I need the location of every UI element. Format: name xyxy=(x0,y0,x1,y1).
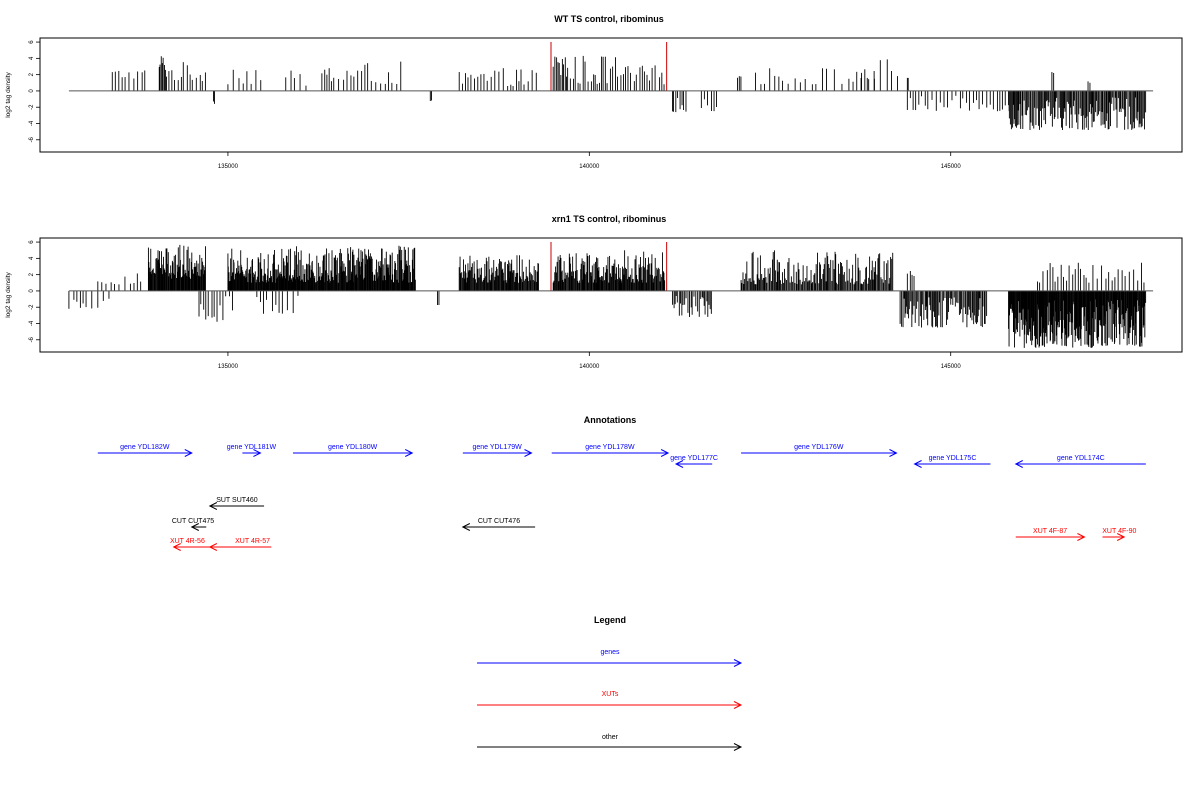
y-tick-label: -2 xyxy=(29,304,35,310)
arrow-head-icon xyxy=(184,449,193,457)
annotation-label: XUT 4R-56 xyxy=(170,538,205,545)
y-axis: -6 -4 -2 0 2 4 6 xyxy=(29,240,41,342)
arrow-head-icon xyxy=(208,502,218,510)
annotation-label: SUT SUT460 xyxy=(216,497,258,504)
wt-density-panel: WT TS control, ribominus log2 tag densit… xyxy=(5,14,1183,170)
annotation-feature: gene YDL175C xyxy=(913,455,991,468)
panel-title: WT TS control, ribominus xyxy=(554,14,664,24)
legend: Legend genes XUTs other xyxy=(477,615,743,751)
annotation-label: gene YDL180W xyxy=(328,444,378,451)
x-tick-label: 135000 xyxy=(218,364,239,370)
annotation-feature: gene YDL177C xyxy=(670,455,718,468)
y-tick-label: 0 xyxy=(29,89,35,93)
annotations-track: Annotations gene YDL182W gene YDL181W gene… xyxy=(97,415,1146,551)
arrow-head-icon xyxy=(405,449,414,457)
y-axis-label: log2 tag density xyxy=(5,271,12,317)
annotation-label: gene YDL181W xyxy=(227,444,277,451)
density-bars xyxy=(111,55,1147,131)
annotation-feature: SUT SUT460 xyxy=(208,497,265,510)
x-tick-label: 140000 xyxy=(579,164,600,170)
x-tick-label: 135000 xyxy=(218,164,239,170)
arrow-head-icon xyxy=(461,523,471,531)
legend-label: genes xyxy=(600,649,620,656)
annotation-feature: XUT 4F-90 xyxy=(1102,528,1136,541)
legend-item-other: other xyxy=(477,734,743,751)
annotation-label: gene YDL178W xyxy=(585,444,635,451)
annotation-label: CUT CUT476 xyxy=(478,518,520,525)
annotation-feature: XUT 4F-87 xyxy=(1015,528,1086,541)
legend-title: Legend xyxy=(594,615,626,625)
annotation-feature: CUT CUT475 xyxy=(172,518,214,531)
arrow-head-icon xyxy=(1077,533,1086,541)
annotation-label: gene YDL176W xyxy=(794,444,844,451)
arrow-head-icon xyxy=(733,743,743,751)
y-axis-label: log2 tag density xyxy=(5,71,12,117)
arrow-head-icon xyxy=(190,523,200,531)
arrow-head-icon xyxy=(1014,460,1023,468)
legend-item-genes: genes xyxy=(477,649,743,667)
annotation-label: XUT 4R-57 xyxy=(235,538,270,545)
annotation-feature: XUT 4R-56 xyxy=(170,538,218,551)
annotation-feature: gene YDL182W xyxy=(97,444,193,457)
y-tick-label: -4 xyxy=(29,320,35,326)
annotation-label: gene YDL174C xyxy=(1057,455,1105,462)
annotation-feature: XUT 4R-57 xyxy=(208,538,272,551)
arrow-head-icon xyxy=(913,460,922,468)
arrow-head-icon xyxy=(674,460,684,468)
y-tick-label: -4 xyxy=(29,120,35,126)
arrow-head-icon xyxy=(172,543,181,551)
annotation-feature: gene YDL181W xyxy=(227,444,277,457)
x-axis: 135000 140000 145000 xyxy=(218,151,962,170)
region-markers xyxy=(550,42,668,91)
annotation-label: XUT 4F-87 xyxy=(1033,528,1067,535)
arrow-head-icon xyxy=(733,659,743,667)
annotation-features: gene YDL182W gene YDL181W gene YDL180W gene… xyxy=(97,444,1146,551)
legend-item-xuts: XUTs xyxy=(477,691,743,709)
arrow-head-icon xyxy=(208,543,218,551)
y-tick-label: -6 xyxy=(29,136,35,142)
legend-label: XUTs xyxy=(602,691,619,698)
arrow-head-icon xyxy=(660,449,670,457)
y-axis: -6 -4 -2 0 2 4 6 xyxy=(29,40,41,142)
annotations-title: Annotations xyxy=(584,415,637,425)
arrow-head-icon xyxy=(253,449,262,457)
y-tick-label: 4 xyxy=(29,56,35,60)
y-tick-label: -6 xyxy=(29,336,35,342)
x-axis: 135000 140000 145000 xyxy=(218,351,962,370)
legend-label: other xyxy=(602,734,619,741)
annotation-label: gene YDL177C xyxy=(670,455,718,462)
y-tick-label: -2 xyxy=(29,104,35,110)
y-tick-label: 4 xyxy=(29,256,35,260)
annotation-feature: gene YDL176W xyxy=(741,444,898,457)
annotation-feature: gene YDL178W xyxy=(551,444,670,457)
arrow-head-icon xyxy=(524,449,533,457)
region-markers xyxy=(550,242,668,291)
y-tick-label: 2 xyxy=(29,272,35,276)
annotation-label: gene YDL179W xyxy=(473,444,523,451)
x-tick-label: 145000 xyxy=(941,164,962,170)
annotation-label: gene YDL175C xyxy=(929,455,977,462)
annotation-feature: gene YDL180W xyxy=(292,444,414,457)
panel-title: xrn1 TS control, ribominus xyxy=(552,214,667,224)
y-tick-label: 0 xyxy=(29,289,35,293)
arrow-head-icon xyxy=(889,449,898,457)
annotation-label: CUT CUT475 xyxy=(172,518,214,525)
x-tick-label: 140000 xyxy=(579,364,600,370)
y-tick-label: 6 xyxy=(29,240,35,244)
annotation-feature: CUT CUT476 xyxy=(461,518,536,531)
arrow-head-icon xyxy=(733,701,743,709)
y-tick-label: 2 xyxy=(29,72,35,76)
density-bars xyxy=(68,244,1147,348)
annotation-label: gene YDL182W xyxy=(120,444,170,451)
annotation-feature: gene YDL179W xyxy=(462,444,533,457)
x-tick-label: 145000 xyxy=(941,364,962,370)
annotation-label: XUT 4F-90 xyxy=(1102,528,1136,535)
xrn1-density-panel: xrn1 TS control, ribominus log2 tag dens… xyxy=(5,214,1183,370)
arrow-head-icon xyxy=(1116,533,1126,541)
annotation-feature: gene YDL174C xyxy=(1014,455,1146,468)
y-tick-label: 6 xyxy=(29,40,35,44)
